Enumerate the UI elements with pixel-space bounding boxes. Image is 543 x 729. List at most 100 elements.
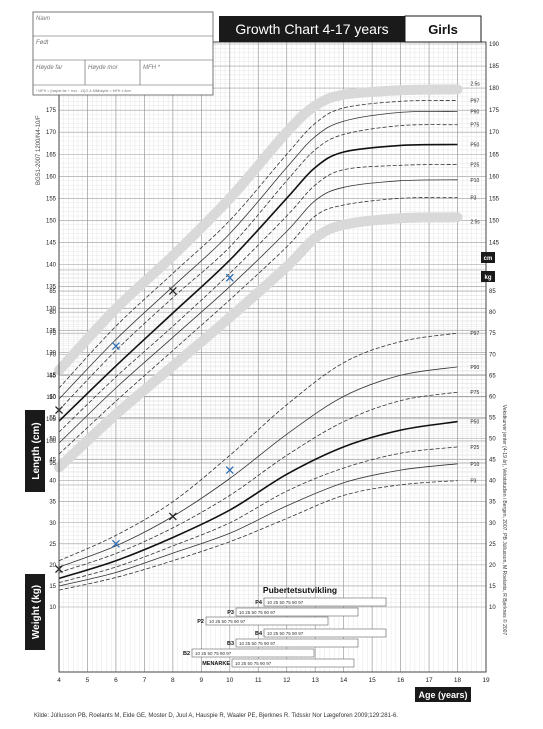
age-tick-label: 12 bbox=[283, 677, 291, 684]
length-curve-p10 bbox=[58, 179, 458, 444]
mfh-label: MFH * bbox=[143, 65, 161, 71]
weight-tick-label-right: 85 bbox=[489, 289, 496, 295]
age-tick-label: 5 bbox=[86, 677, 90, 684]
length-tick-label-left: 155 bbox=[46, 196, 57, 202]
mother-height-label: Høyde mor bbox=[88, 65, 119, 71]
puberty-row-label: B4 bbox=[255, 631, 263, 637]
percentile-labels: P97 P90 P75 P50 P25 P10 P3 P97 P90 P75 P50 P25 P10 P3… bbox=[470, 81, 480, 484]
weight-tick-label-right: 15 bbox=[489, 584, 496, 590]
age-tick-label: 14 bbox=[340, 677, 348, 684]
weight-tick-label-right: 10 bbox=[489, 605, 496, 611]
puberty-bar bbox=[235, 607, 359, 617]
age-tick-label: 17 bbox=[425, 677, 433, 684]
weight-tick-label-right: 35 bbox=[489, 500, 496, 506]
weight-tick-label-right: 70 bbox=[489, 352, 496, 358]
length-tick-label-right: 155 bbox=[489, 196, 500, 202]
length-curve-p97 bbox=[58, 100, 458, 389]
length-tick-label-left: 95 bbox=[49, 461, 56, 467]
weight-tick-label-left: 75 bbox=[49, 331, 56, 337]
puberty-row-label: B2 bbox=[183, 651, 190, 657]
sd-annotation: 2.5s bbox=[470, 219, 480, 225]
weight-tick-label-left: 85 bbox=[49, 289, 56, 295]
length-tick-label-left: 145 bbox=[46, 240, 57, 246]
length-tick-label-left: 110 bbox=[46, 395, 56, 401]
length-tick-label-left: 160 bbox=[46, 174, 57, 180]
weight-tick-label-right: 75 bbox=[489, 331, 496, 337]
length-tick-label-right: 160 bbox=[489, 174, 500, 180]
length-tick-label-left: 125 bbox=[46, 329, 57, 335]
weight-tick-label-right: 55 bbox=[489, 415, 496, 421]
length-tick-label-right: 145 bbox=[489, 240, 500, 246]
age-tick-label: 10 bbox=[226, 677, 234, 684]
weight-measurement-point bbox=[168, 512, 177, 521]
length-curve-p75 bbox=[58, 124, 458, 411]
weight-tick-label-left: 25 bbox=[49, 542, 56, 548]
title-box bbox=[219, 16, 405, 42]
length-curve-label: P10 bbox=[470, 178, 479, 184]
weight-curve-label: P25 bbox=[470, 445, 479, 451]
father-height-label: Høyde far bbox=[36, 65, 63, 71]
weight-tick-label-left: 50 bbox=[49, 437, 56, 443]
age-tick-label: 7 bbox=[143, 677, 147, 684]
length-curve-p25 bbox=[58, 164, 458, 433]
weight-measurement-point bbox=[111, 539, 120, 548]
kg-unit-badge bbox=[481, 271, 495, 282]
age-tick-label: 13 bbox=[312, 677, 320, 684]
weight-tick-label-right: 40 bbox=[489, 479, 496, 485]
age-tick-label: 9 bbox=[200, 677, 204, 684]
length-measurement-point bbox=[225, 273, 234, 282]
length-tick-label-right: 185 bbox=[489, 64, 500, 70]
length-tick-label-left: 140 bbox=[46, 263, 57, 269]
weight-tick-label-left: 65 bbox=[49, 373, 56, 379]
age-tick-label: 15 bbox=[369, 677, 377, 684]
chart-title: Growth Chart 4-17 years bbox=[235, 21, 388, 37]
length-curve-p3 bbox=[58, 197, 458, 455]
puberty-bar bbox=[263, 628, 387, 638]
puberty-bar bbox=[235, 638, 359, 648]
age-label-box bbox=[415, 687, 471, 702]
length-curve-label: P25 bbox=[470, 162, 479, 168]
weight-curve-p3 bbox=[58, 480, 458, 591]
puberty-row-label: MENARKE bbox=[202, 661, 230, 667]
weight-tick-label-left: 55 bbox=[49, 415, 56, 421]
weight-tick-label-right: 50 bbox=[489, 437, 496, 443]
length-curve-p90 bbox=[58, 110, 458, 400]
length-tick-label-left: 120 bbox=[46, 351, 57, 357]
weight-label-box bbox=[25, 574, 45, 650]
length-tick-label-left: 115 bbox=[46, 373, 56, 379]
gender-label: Girls bbox=[428, 22, 458, 37]
length-tick-label-left: 105 bbox=[46, 417, 57, 423]
weight-tick-label-left: 40 bbox=[49, 479, 56, 485]
puberty-row-label: B3 bbox=[227, 641, 234, 647]
cm-unit: cm bbox=[484, 256, 493, 262]
sd-band-25sd bbox=[54, 84, 463, 376]
puberty-row-label: P2 bbox=[197, 619, 204, 625]
sd-annotation: 2.5s bbox=[470, 81, 480, 87]
puberty-bar bbox=[205, 616, 329, 626]
length-tick-label-left: 165 bbox=[46, 152, 57, 158]
length-tick-label-right: 165 bbox=[489, 152, 500, 158]
weight-curve-label: P97 bbox=[470, 331, 479, 337]
length-tick-label-right: 150 bbox=[489, 218, 500, 224]
length-tick-label-left: 100 bbox=[46, 439, 57, 445]
puberty-row-ticks: 10 25 50 75 90 97 bbox=[267, 631, 304, 636]
length-measurement-point bbox=[111, 342, 120, 351]
length-curve-label: P97 bbox=[470, 98, 479, 104]
weight-tick-label-left: 30 bbox=[49, 521, 56, 527]
weight-tick-label-left: 20 bbox=[49, 563, 56, 569]
puberty-row-ticks: 10 25 50 75 90 97 bbox=[239, 610, 276, 615]
length-tick-label-left: 170 bbox=[46, 130, 57, 136]
weight-curve-label: P75 bbox=[470, 390, 479, 396]
length-curve-p50 bbox=[58, 143, 458, 422]
weight-curve-p25 bbox=[58, 446, 458, 583]
gender-box bbox=[404, 15, 482, 43]
age-tick-label: 6 bbox=[114, 677, 118, 684]
sd-bands bbox=[54, 84, 463, 473]
weight-tick-label-left: 35 bbox=[49, 500, 56, 506]
percentile-curves bbox=[58, 100, 458, 591]
kg-unit: kg bbox=[484, 275, 491, 281]
weight-measurement-point bbox=[225, 466, 234, 475]
